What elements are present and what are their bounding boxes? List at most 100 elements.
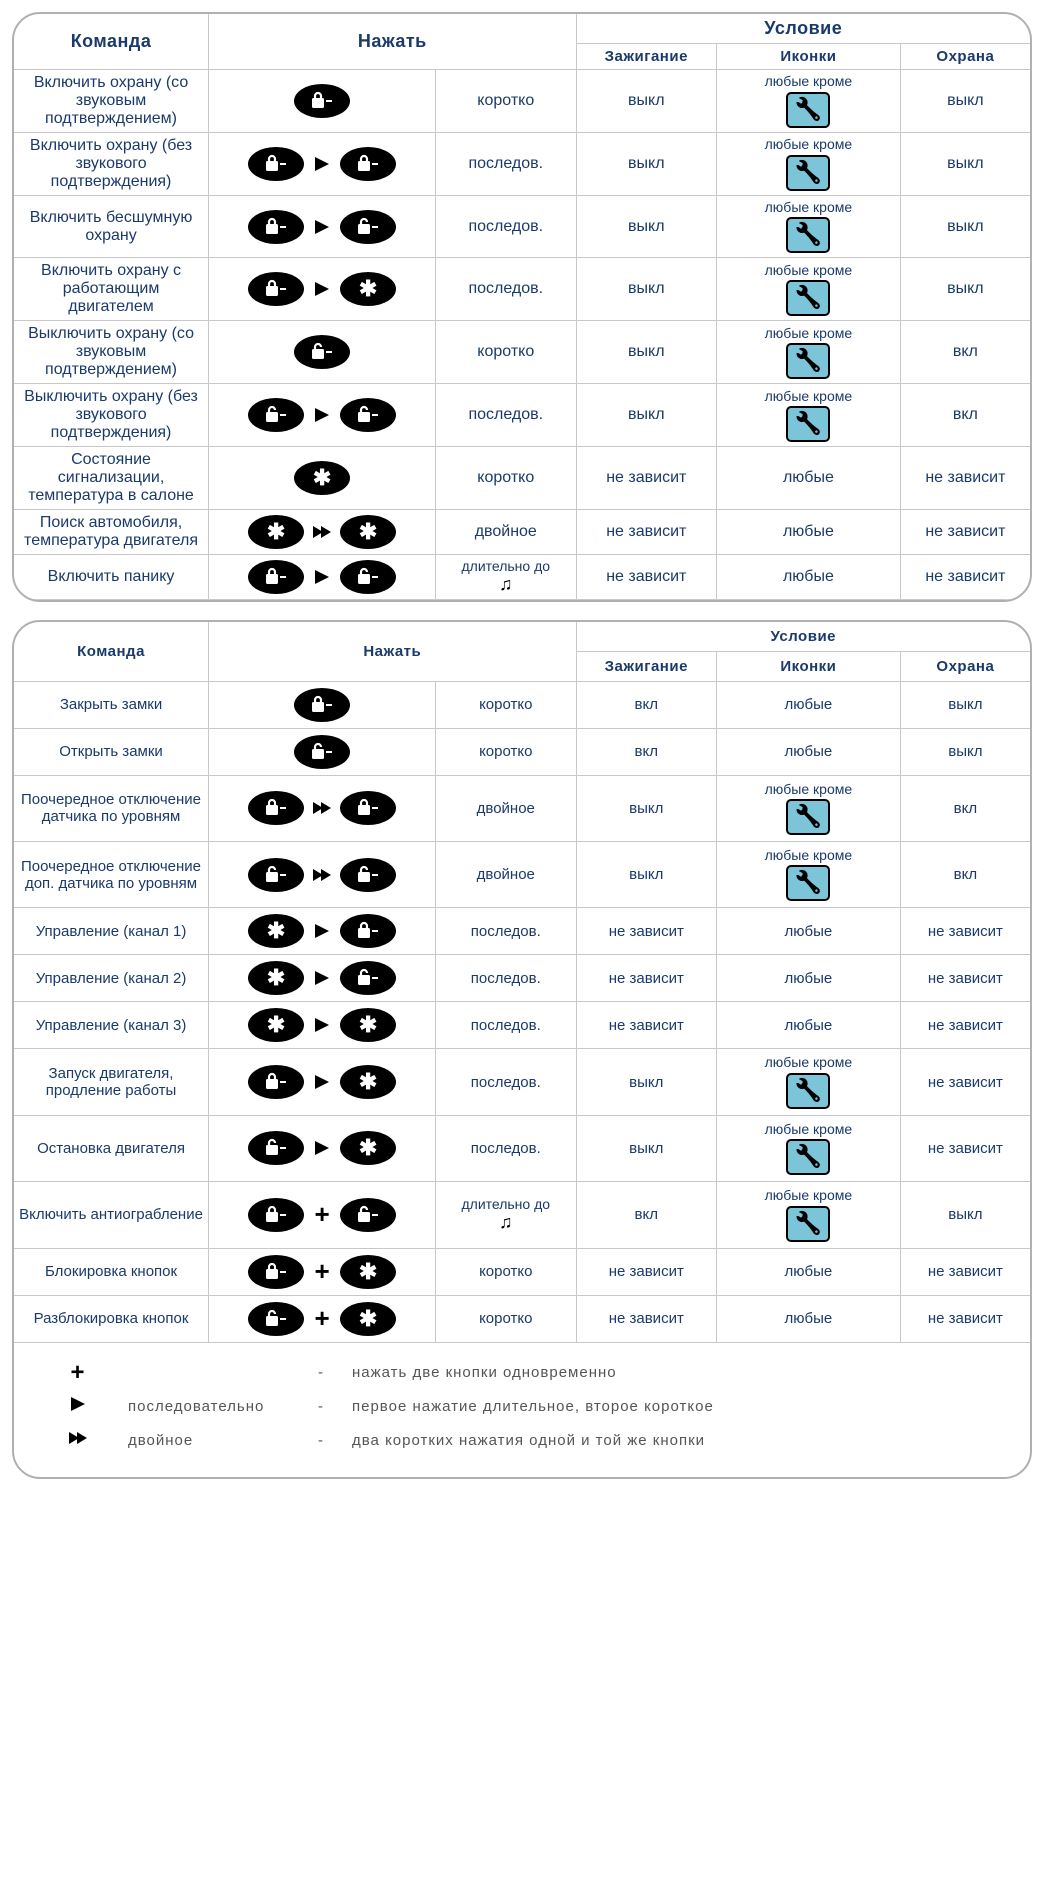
press-cell bbox=[209, 555, 436, 599]
unlock-button-icon bbox=[340, 210, 396, 244]
duration-long-until-note: длительно до♫ bbox=[440, 1197, 572, 1232]
press-cell bbox=[209, 70, 436, 133]
ignition-cell: выкл bbox=[576, 384, 717, 447]
table-row: Управление (канал 3)✱✱последов.не зависи… bbox=[14, 1002, 1030, 1049]
duration-cell: коротко bbox=[436, 681, 577, 728]
button-sequence bbox=[248, 791, 396, 825]
duration-cell: последов. bbox=[436, 196, 577, 258]
unlock-button-icon bbox=[248, 1131, 304, 1165]
button-sequence bbox=[294, 84, 350, 118]
duration-cell: последов. bbox=[436, 384, 577, 447]
lock-button-icon bbox=[248, 1065, 304, 1099]
ignition-cell: выкл bbox=[576, 775, 717, 841]
command-cell: Включить панику bbox=[14, 555, 209, 599]
icons-cell: любые bbox=[717, 510, 901, 555]
unlock-button-icon bbox=[340, 1198, 396, 1232]
commands-table-2: Команда Нажать Условие Зажигание Иконки … bbox=[12, 620, 1032, 1479]
icons-cell: любые кроме bbox=[717, 384, 901, 447]
unlock-button-icon bbox=[340, 961, 396, 995]
table-2: Команда Нажать Условие Зажигание Иконки … bbox=[14, 622, 1030, 1343]
table-row: Состояние сигнализации, температура в са… bbox=[14, 447, 1030, 510]
icons-any-except: любые кроме bbox=[723, 263, 894, 316]
guard-cell: вкл bbox=[900, 384, 1030, 447]
lock-button-icon bbox=[340, 791, 396, 825]
hdr-press: Нажать bbox=[209, 14, 576, 70]
icons-any: любые bbox=[785, 923, 833, 940]
wrench-icon bbox=[786, 1206, 830, 1242]
duration-text: последов. bbox=[471, 1017, 541, 1034]
icons-any-except: любые кроме bbox=[723, 326, 894, 379]
ignition-cell: не зависит bbox=[576, 555, 717, 599]
wrench-icon bbox=[786, 865, 830, 901]
ignition-cell: не зависит bbox=[576, 1295, 717, 1342]
hdr-ignition: Зажигание bbox=[576, 651, 717, 681]
duration-text: последов. bbox=[468, 280, 543, 297]
hdr-press: Нажать bbox=[209, 622, 576, 682]
duration-cell: двойное bbox=[436, 510, 577, 555]
icons-any-except: любые кроме bbox=[721, 1188, 896, 1241]
duration-text: последов. bbox=[468, 406, 543, 423]
duration-text: последов. bbox=[471, 1140, 541, 1157]
guard-cell: выкл bbox=[900, 1182, 1030, 1248]
button-sequence: + bbox=[248, 1198, 396, 1232]
guard-cell: не зависит bbox=[900, 908, 1030, 955]
duration-cell: двойное bbox=[436, 775, 577, 841]
ignition-cell: не зависит bbox=[576, 510, 717, 555]
button-sequence: ✱ bbox=[248, 914, 396, 948]
command-cell: Открыть замки bbox=[14, 728, 209, 775]
press-cell bbox=[209, 196, 436, 258]
duration-cell: последов. bbox=[436, 1002, 577, 1049]
button-sequence: ✱ bbox=[248, 272, 396, 306]
legend-dash: - bbox=[318, 1398, 342, 1415]
lock-button-icon bbox=[248, 210, 304, 244]
icons-cell: любые bbox=[717, 447, 901, 510]
plus-legend-icon: + bbox=[38, 1359, 118, 1387]
seq-separator-icon bbox=[310, 152, 334, 176]
duration-cell: последов. bbox=[436, 908, 577, 955]
duration-cell: коротко bbox=[436, 447, 577, 510]
icons-cell: любые bbox=[717, 908, 901, 955]
ignition-cell: не зависит bbox=[576, 1248, 717, 1295]
duration-text: последов. bbox=[468, 155, 543, 172]
lock-button-icon bbox=[248, 791, 304, 825]
ignition-cell: выкл bbox=[576, 321, 717, 384]
duration-text: коротко bbox=[479, 743, 532, 760]
button-sequence: ✱ bbox=[294, 461, 350, 495]
hdr-ignition: Зажигание bbox=[576, 44, 717, 70]
press-cell: ✱ bbox=[209, 447, 436, 510]
icons-cell: любые кроме bbox=[717, 133, 901, 196]
button-sequence: +✱ bbox=[248, 1255, 396, 1289]
duration-cell: последов. bbox=[436, 258, 577, 321]
icons-cell: любые кроме bbox=[717, 1182, 901, 1248]
seq-separator-icon bbox=[310, 966, 334, 990]
icons-cell: любые кроме bbox=[717, 196, 901, 258]
duration-cell: коротко bbox=[436, 1295, 577, 1342]
duration-cell: коротко bbox=[436, 321, 577, 384]
icons-cell: любые bbox=[717, 1295, 901, 1342]
duration-cell: последов. bbox=[436, 955, 577, 1002]
command-cell: Включить антиограбление bbox=[14, 1182, 209, 1248]
commands-table-1: Команда Нажать Условие Зажигание Иконки … bbox=[12, 12, 1032, 602]
hdr-icons: Иконки bbox=[717, 651, 901, 681]
hdr-command: Команда bbox=[14, 622, 209, 682]
dbl-legend-icon bbox=[38, 1427, 118, 1455]
guard-cell: не зависит bbox=[900, 955, 1030, 1002]
duration-text: коротко bbox=[477, 469, 534, 486]
press-cell bbox=[209, 384, 436, 447]
icons-any: любые bbox=[785, 1263, 833, 1280]
ignition-cell: вкл bbox=[576, 1182, 717, 1248]
icons-cell: любые bbox=[717, 555, 901, 599]
unlock-button-icon bbox=[294, 735, 350, 769]
table-row: Включить охрану с работающим двигателем✱… bbox=[14, 258, 1030, 321]
hdr-command: Команда bbox=[14, 14, 209, 70]
seq-separator-icon bbox=[310, 403, 334, 427]
seq-legend-icon bbox=[38, 1393, 118, 1421]
command-cell: Поочередное отключение доп. датчика по у… bbox=[14, 841, 209, 907]
icons-any: любые bbox=[785, 1017, 833, 1034]
button-sequence bbox=[248, 858, 396, 892]
icons-any-except: любые кроме bbox=[721, 782, 896, 835]
button-sequence: ✱ bbox=[248, 961, 396, 995]
table-row: Поочередное отключение доп. датчика по у… bbox=[14, 841, 1030, 907]
guard-cell: не зависит bbox=[900, 447, 1030, 510]
dbl-separator-icon bbox=[310, 520, 334, 544]
